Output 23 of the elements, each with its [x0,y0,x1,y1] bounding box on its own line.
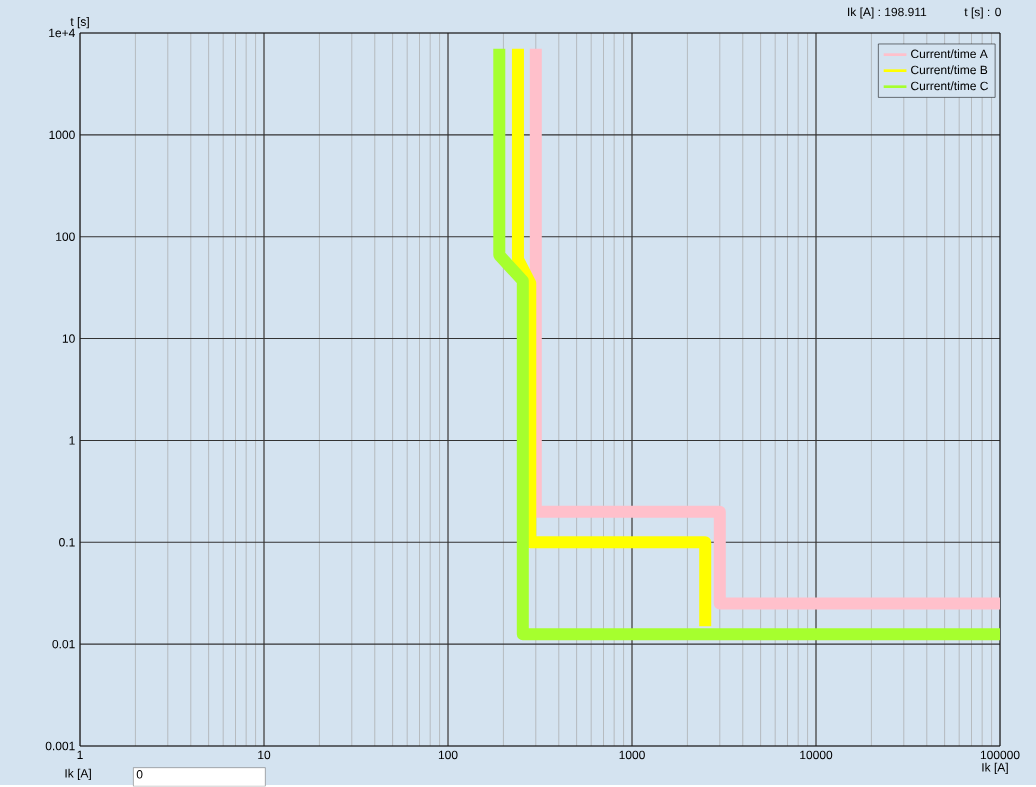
legend-label: Current/time A [911,49,988,59]
y-axis-title: t [s] [70,17,89,29]
y-tick-label: 0.1 [59,538,75,547]
x-tick-label: 10 [258,750,271,760]
y-tick-label: 0.01 [52,640,75,649]
text: 0 [136,770,143,779]
y-tick-label: 1e+4 [49,29,75,38]
y-tick-label: 10 [62,334,75,344]
x-tick-label: 10000 [800,750,833,760]
x-tick-label: 1 [77,750,83,760]
text: Ik [A] : 198.911 [848,7,927,19]
y-tick-label: 100 [56,232,75,242]
x-tick-label: 1000 [619,750,645,760]
y-tick-label: 1 [69,436,75,445]
legend-label: Current/time B [911,65,988,75]
y-tick-label: 0.001 [45,741,75,751]
x-tick-label: 100000 [980,750,1020,760]
x-axis-title: Ik [A] [982,762,1008,775]
text: Ik [A] [65,768,91,781]
legend-label: Current/time C [911,81,988,91]
y-tick-label: 1000 [49,130,75,140]
text: t [s] : 0 [964,7,1001,19]
x-tick-label: 100 [438,750,458,760]
